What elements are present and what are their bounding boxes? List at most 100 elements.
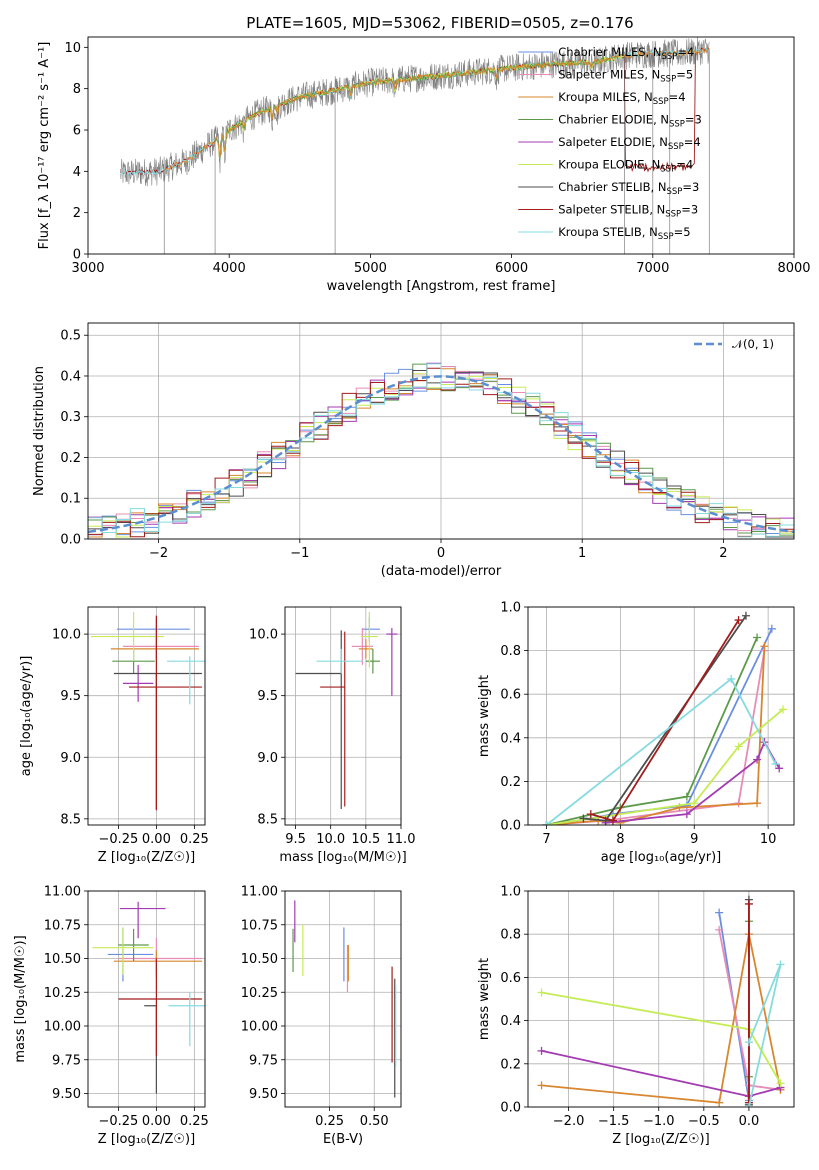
legend-entry-label: Kroupa MILES, N	[558, 90, 653, 104]
legend-entry-sub: SSP	[658, 232, 674, 242]
x-tick-label: 10.0	[316, 832, 345, 847]
plot-area	[292, 900, 397, 1098]
x-tick-label: 0.50	[360, 1114, 389, 1129]
y-tick-label: 11.00	[44, 885, 81, 900]
spectrum-series-model-5	[163, 46, 710, 171]
y-tick-label: 0.0	[500, 1101, 521, 1116]
axes-frame	[87, 322, 795, 540]
axes-frame	[527, 890, 795, 1108]
y-tick-label: 0.6	[500, 688, 521, 703]
legend-entry-label: Chabrier STELIB, N	[558, 180, 666, 194]
weight-marker	[537, 1081, 546, 1090]
x-tick-label: 9	[690, 832, 698, 847]
x-tick-label: 0.00	[142, 832, 171, 847]
y-tick-label: 10.75	[44, 918, 81, 933]
x-tick-label: 9.5	[285, 832, 306, 847]
weight-marker	[753, 633, 762, 642]
weight-marker	[537, 988, 546, 997]
weight-marker	[744, 899, 753, 908]
weight-series-2	[541, 934, 782, 1104]
legend-entry-sub: SSP	[660, 165, 676, 175]
legend-entry-sub: SSP	[668, 142, 684, 152]
weight-marker	[744, 1103, 753, 1107]
y-tick-label: 0.6	[500, 971, 521, 986]
weight-marker	[775, 764, 784, 773]
weight-series-5	[546, 708, 784, 825]
axes-spectrum: 3000 4000 5000 6000 7000 8000 0 2 4 6 8 10 wavelengt…	[37, 36, 811, 294]
y-tick-label: 0.2	[60, 451, 81, 466]
y-tick-label: 0.4	[60, 369, 81, 384]
y-tick-label: 10.25	[241, 986, 278, 1001]
legend-entry-n: =4	[669, 90, 686, 104]
y-tick-label: 1.0	[500, 885, 521, 900]
errorbar-point	[365, 648, 380, 674]
weight-marker	[753, 799, 762, 808]
legend-entry-n: =5	[674, 225, 691, 239]
weight-marker	[776, 1079, 785, 1088]
y-tick-label: 8	[73, 82, 81, 97]
x-axis-label: wavelength [Angstrom, rest frame]	[327, 279, 556, 294]
y-tick-label: 9.75	[52, 1053, 81, 1068]
y-tick-label: 0.8	[500, 928, 521, 943]
x-axis-label: mass [log₁₀(M/M☉)]	[279, 850, 406, 865]
x-axis-label: Z [log₁₀(Z/Z☉)]	[98, 850, 195, 865]
y-tick-label: 6	[73, 124, 81, 139]
x-tick-label: 6000	[495, 261, 528, 276]
plot-area	[295, 611, 398, 809]
legend-entry: Salpeter MILES, NSSP=5	[558, 68, 693, 85]
weight-series-2	[546, 646, 766, 825]
y-axis-label: mass weight	[477, 958, 492, 1040]
errorbar-point	[167, 656, 205, 705]
plot-area	[120, 37, 710, 254]
x-tick-label: 4000	[213, 261, 246, 276]
plot-area	[542, 611, 787, 825]
plot-area	[537, 895, 785, 1107]
axes-residuals: −2 −1 0 1 2 0.0 0.1 0.2 0.3 0.4 0.5 (data-model)/er…	[32, 322, 795, 579]
x-tick-label: 0.00	[142, 1114, 171, 1129]
x-axis-label: age [log₁₀(age/yr)]	[601, 850, 722, 865]
axes-frame	[284, 890, 402, 1108]
weight-marker	[715, 908, 724, 917]
errorbar-point	[386, 627, 398, 696]
y-tick-label: 0.1	[60, 492, 81, 507]
weight-marker	[579, 814, 588, 823]
y-tick-label: 0	[73, 248, 81, 263]
x-tick-label: 10.5	[351, 832, 380, 847]
weight-marker	[616, 818, 625, 825]
figure-title: PLATE=1605, MJD=53062, FIBERID=0505, z=0…	[246, 14, 633, 32]
plot-area	[88, 362, 794, 539]
legend-entry-label: Kroupa ELODIE, N	[558, 158, 660, 172]
errorbar-point	[118, 958, 202, 1056]
legend-entry: Kroupa STELIB, NSSP=5	[558, 225, 690, 242]
x-tick-label: −1.5	[598, 1114, 630, 1129]
legend-entry: Chabrier MILES, NSSP=4	[558, 45, 694, 62]
histogram-series-8	[88, 363, 794, 539]
weight-marker	[715, 1098, 724, 1107]
y-tick-label: 9.0	[257, 751, 278, 766]
plot-area	[92, 901, 205, 1094]
legend-entry-label: Salpeter STELIB, N	[558, 203, 665, 217]
legend-entry-n: =4	[676, 158, 693, 172]
weight-marker	[776, 960, 785, 969]
plots-layer: 3000 4000 5000 6000 7000 80000246810wavelengt…	[13, 36, 811, 1147]
legend-gaussian-label: 𝒩(0, 1)	[732, 337, 774, 351]
legend-entry-sub: SSP	[669, 120, 685, 130]
y-axis-label: mass weight	[477, 675, 492, 757]
y-tick-label: 10.0	[249, 628, 278, 643]
spectrum-legend: Chabrier MILES, NSSP=4 Salpeter MILES, NS…	[518, 45, 702, 242]
x-tick-label: 10	[760, 832, 777, 847]
y-axis-label: mass [log₁₀(M/M☉)]	[13, 935, 28, 1062]
legend-entry-n: =3	[685, 113, 702, 127]
errorbar-point	[122, 664, 154, 702]
axes-frame	[284, 606, 402, 826]
x-tick-label: −0.25	[98, 832, 138, 847]
axes-frame	[87, 606, 206, 826]
y-tick-label: 0.0	[500, 819, 521, 834]
weight-marker	[715, 925, 724, 934]
weight-marker	[741, 611, 750, 620]
x-tick-label: 0.25	[180, 832, 209, 847]
y-tick-label: 9.50	[249, 1087, 278, 1102]
y-tick-label: 4	[73, 165, 81, 180]
